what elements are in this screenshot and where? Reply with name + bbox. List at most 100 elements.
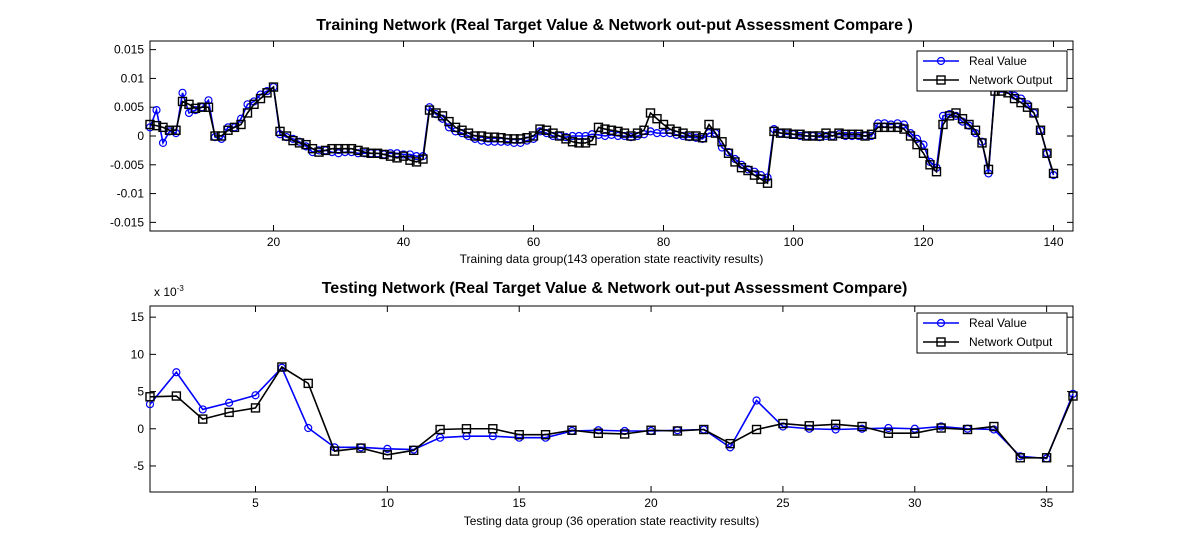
data-point [372, 148, 383, 158]
data-point [359, 147, 370, 157]
data-point [652, 114, 662, 124]
data-point [488, 424, 498, 434]
data-point [1035, 125, 1046, 135]
x-tick-label: 140 [1043, 235, 1063, 249]
data-point [164, 125, 175, 135]
data-point [463, 128, 474, 138]
data-point [801, 131, 812, 141]
data-point [151, 120, 162, 131]
data-point [171, 391, 182, 401]
data-point [977, 138, 987, 148]
series-network-output [145, 82, 1059, 188]
x-tick-label: 100 [783, 235, 803, 249]
data-point [366, 148, 376, 158]
x-tick-label: 35 [1040, 496, 1054, 510]
x-tick-label: 25 [776, 496, 790, 510]
data-point [834, 128, 844, 138]
data-point [964, 119, 974, 130]
data-point [457, 125, 467, 135]
data-point [910, 428, 920, 438]
data-point [788, 129, 799, 139]
data-point [249, 99, 259, 110]
data-point [672, 426, 683, 436]
data-point [203, 102, 214, 112]
data-point [541, 125, 552, 135]
data-point [580, 138, 591, 148]
data-point [198, 414, 208, 424]
x-tick-label: 20 [644, 496, 658, 510]
data-point [1015, 453, 1025, 463]
data-point [243, 100, 252, 109]
data-point [304, 423, 313, 433]
data-point [461, 424, 472, 434]
data-point [769, 126, 779, 137]
data-point [329, 446, 340, 456]
data-point [567, 137, 578, 147]
data-point [600, 124, 610, 134]
data-point [444, 116, 454, 127]
legend-label: Network Output [969, 73, 1053, 87]
data-point [1029, 108, 1039, 118]
data-point [912, 139, 922, 150]
data-point [197, 102, 207, 112]
data-point [236, 119, 246, 130]
y-tick-label: 15 [131, 310, 145, 324]
data-point [561, 134, 571, 144]
data-point [158, 138, 168, 148]
data-point [535, 124, 545, 134]
data-point [730, 157, 740, 167]
data-point [593, 428, 604, 438]
data-point [857, 421, 867, 432]
data-point [210, 131, 220, 141]
data-point [515, 134, 526, 144]
data-point [574, 138, 584, 148]
data-point [548, 128, 558, 138]
legend-label: Real Value [969, 316, 1027, 330]
data-point [665, 124, 675, 134]
data-point [778, 418, 788, 429]
data-point [840, 129, 851, 139]
data-point [626, 131, 636, 141]
data-point [470, 131, 480, 141]
data-point [223, 125, 233, 135]
data-point [936, 423, 946, 433]
y-tick-label: 5 [137, 385, 144, 399]
data-point [379, 149, 389, 160]
data-point [216, 131, 227, 141]
data-point [327, 143, 337, 154]
data-point [808, 131, 818, 141]
data-point [409, 445, 419, 456]
data-point [957, 114, 968, 124]
y-tick-label: -0.01 [117, 187, 145, 201]
data-point [268, 82, 279, 92]
data-point [918, 148, 929, 158]
data-point [925, 160, 935, 170]
data-point [356, 443, 366, 453]
data-point [831, 425, 840, 434]
legend: Real Value Network Output [916, 312, 1068, 354]
data-point [1041, 453, 1052, 463]
x-tick-label: 60 [527, 235, 541, 249]
y-tick-label: -0.005 [110, 158, 144, 172]
y-tick-label: -0.015 [110, 215, 144, 229]
x-tick-label: 15 [513, 496, 527, 510]
data-point [671, 126, 682, 137]
data-point [983, 164, 994, 175]
data-point [277, 362, 287, 372]
data-point [931, 166, 942, 177]
data-point [333, 143, 344, 154]
data-point [411, 157, 422, 167]
data-point [255, 93, 266, 104]
data-point [383, 444, 392, 453]
data-point [496, 133, 506, 143]
y-scale-exponent: -3 [177, 284, 185, 293]
data-point [251, 391, 260, 400]
data-point [970, 125, 981, 135]
data-point [804, 421, 814, 431]
data-point [288, 135, 298, 146]
data-point [691, 131, 701, 141]
data-point [528, 131, 539, 141]
y-tick-label: 0 [137, 422, 144, 436]
legend: Real Value Network Output [916, 50, 1068, 92]
chart-title: Training Network (Real Target Value & Ne… [316, 17, 913, 34]
